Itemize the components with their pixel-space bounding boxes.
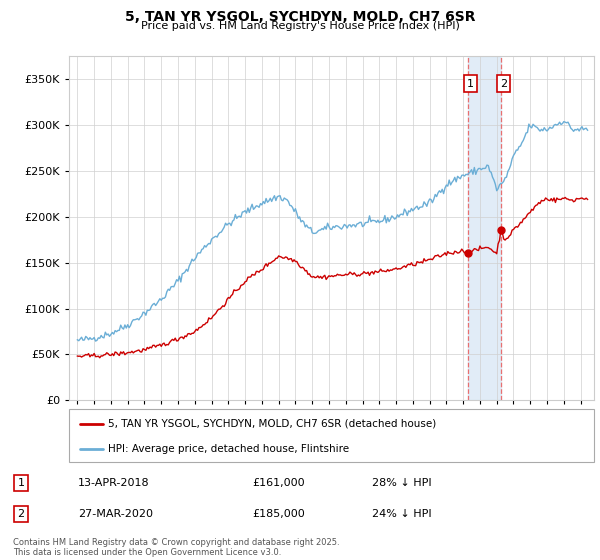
Text: 24% ↓ HPI: 24% ↓ HPI [372,509,431,519]
Text: 27-MAR-2020: 27-MAR-2020 [78,509,153,519]
Text: Price paid vs. HM Land Registry's House Price Index (HPI): Price paid vs. HM Land Registry's House … [140,21,460,31]
Text: 1: 1 [467,78,474,88]
Text: 5, TAN YR YSGOL, SYCHDYN, MOLD, CH7 6SR (detached house): 5, TAN YR YSGOL, SYCHDYN, MOLD, CH7 6SR … [109,419,437,429]
Text: 28% ↓ HPI: 28% ↓ HPI [372,478,431,488]
Text: 5, TAN YR YSGOL, SYCHDYN, MOLD, CH7 6SR: 5, TAN YR YSGOL, SYCHDYN, MOLD, CH7 6SR [125,10,475,24]
Text: 1: 1 [17,478,25,488]
Bar [468,56,501,400]
Text: 13-APR-2018: 13-APR-2018 [78,478,149,488]
Text: £161,000: £161,000 [252,478,305,488]
Text: Contains HM Land Registry data © Crown copyright and database right 2025.
This d: Contains HM Land Registry data © Crown c… [13,538,340,557]
Text: 2: 2 [17,509,25,519]
Text: £185,000: £185,000 [252,509,305,519]
Text: HPI: Average price, detached house, Flintshire: HPI: Average price, detached house, Flin… [109,444,349,454]
Text: 2: 2 [500,78,507,88]
